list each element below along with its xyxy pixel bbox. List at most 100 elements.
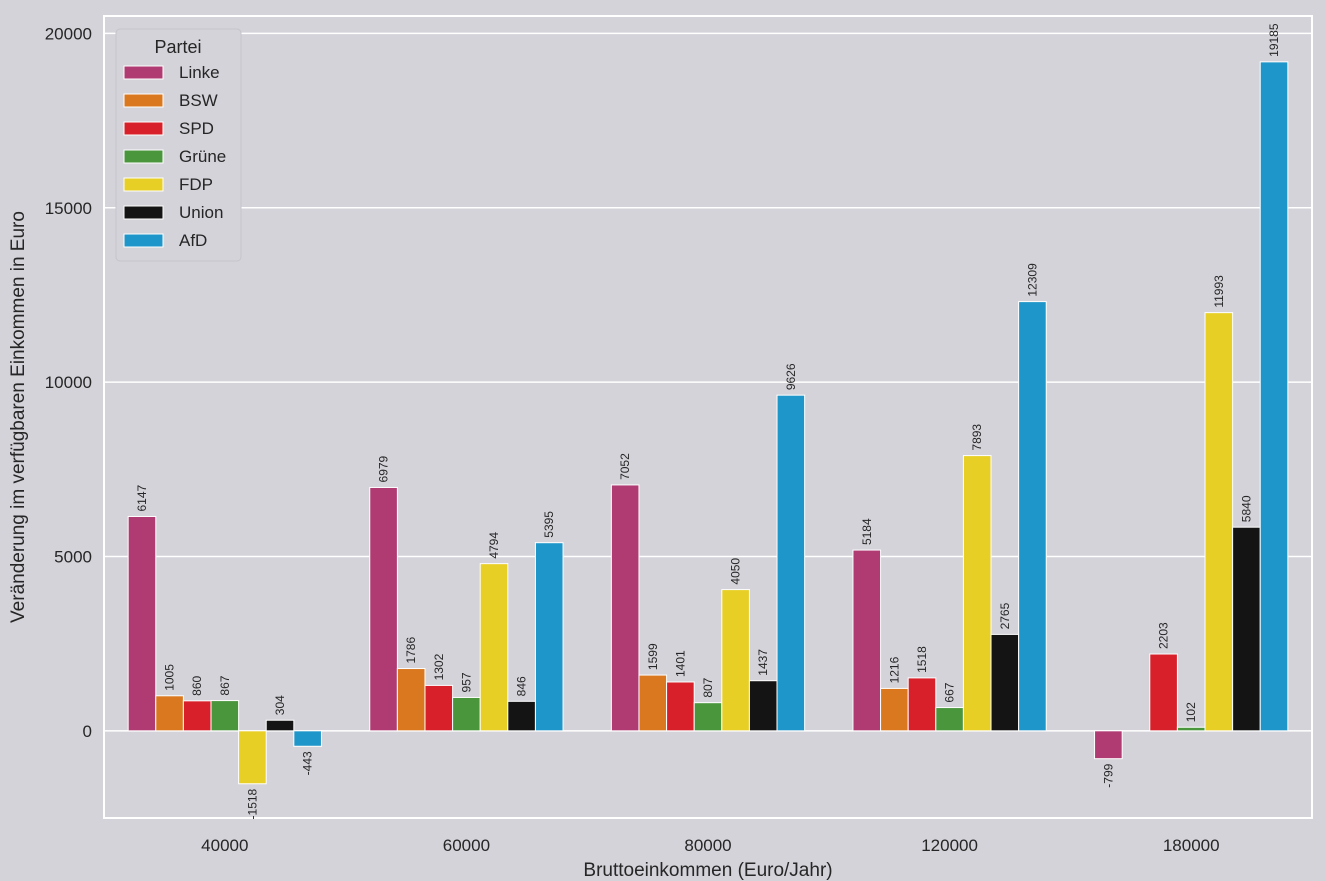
legend-label: Grüne	[179, 147, 226, 166]
y-tick-label: 20000	[45, 24, 92, 43]
legend-swatch	[123, 65, 164, 80]
data-label: 6147	[135, 484, 149, 511]
data-label: 1005	[163, 664, 177, 691]
bar	[265, 719, 295, 732]
bar	[155, 695, 184, 732]
data-label: 1216	[887, 656, 901, 683]
legend-swatch	[123, 93, 164, 108]
bar	[396, 668, 426, 732]
data-label: 957	[459, 672, 473, 692]
y-tick-label: 0	[83, 722, 92, 741]
bar	[748, 680, 778, 732]
bar	[1259, 61, 1289, 732]
bar	[776, 394, 806, 732]
x-tick-label: 60000	[443, 836, 490, 855]
data-label: -799	[1101, 763, 1115, 787]
data-label: 1302	[432, 653, 446, 680]
data-label: 860	[190, 675, 204, 695]
data-label: 102	[1184, 702, 1198, 722]
y-tick-label: 5000	[54, 547, 92, 566]
bar	[666, 681, 695, 732]
bar	[238, 730, 267, 785]
y-axis-title: Veränderung im verfügbaren Einkommen in …	[8, 211, 29, 623]
data-label: 4050	[729, 558, 743, 585]
data-label: 11993	[1212, 275, 1226, 308]
y-tick-label: 15000	[45, 199, 92, 218]
data-label: 807	[701, 677, 715, 697]
bar	[693, 702, 723, 732]
legend-label: FDP	[179, 175, 213, 194]
data-label: -443	[301, 751, 315, 775]
data-label: -1518	[245, 788, 259, 819]
bar	[962, 455, 992, 732]
bar	[1149, 653, 1178, 732]
data-label: 9626	[784, 363, 798, 390]
bar	[880, 687, 909, 732]
legend-swatch	[123, 149, 164, 164]
legend-title: Partei	[154, 37, 201, 57]
bar	[1018, 301, 1047, 732]
x-tick-label: 40000	[201, 836, 248, 855]
bar	[1204, 312, 1234, 732]
data-label: 1786	[404, 637, 418, 664]
bar	[369, 486, 398, 732]
data-label: 2203	[1157, 622, 1171, 649]
data-label: 5395	[542, 511, 556, 538]
legend-box	[115, 28, 242, 262]
x-tick-label: 180000	[1163, 836, 1220, 855]
data-labels: 6147 1005 860 867 -1518 304 -443 6979 1786 1302 95…	[135, 23, 1281, 819]
bar	[1176, 726, 1206, 732]
plot-area	[103, 15, 1313, 819]
legend-label: Linke	[179, 63, 220, 82]
legend-label: SPD	[179, 119, 214, 138]
bar	[182, 700, 212, 732]
x-tick-label: 120000	[921, 836, 978, 855]
x-tick-labels: 40000 60000 80000 120000 180000	[201, 836, 1219, 855]
bar	[852, 549, 882, 732]
legend-label: BSW	[179, 91, 218, 110]
data-label: 1518	[915, 646, 929, 673]
bar	[507, 700, 536, 732]
legend-swatch	[123, 177, 164, 192]
bar	[638, 674, 668, 732]
x-tick-label: 80000	[684, 836, 731, 855]
bar	[721, 589, 750, 732]
legend: Partei Linke BSW SPD Grüne FDP Union AfD	[115, 28, 242, 262]
bar	[907, 677, 937, 732]
data-label: 1401	[673, 650, 687, 677]
bar	[1094, 730, 1123, 760]
legend-swatch	[123, 233, 164, 248]
legend-swatch	[123, 121, 164, 136]
data-label: 1599	[646, 643, 660, 670]
data-label: 6979	[377, 455, 391, 482]
data-label: 667	[943, 682, 957, 702]
legend-swatch	[123, 205, 164, 220]
data-label: 846	[515, 676, 529, 696]
bar	[534, 542, 564, 732]
bar	[424, 684, 454, 732]
data-label: 867	[218, 675, 232, 695]
bar	[479, 563, 509, 732]
data-label: 19185	[1267, 23, 1281, 57]
bar	[452, 696, 481, 732]
legend-label: Union	[179, 203, 223, 222]
data-label: 12309	[1025, 263, 1039, 297]
data-label: 5184	[860, 518, 874, 545]
data-label: 7052	[618, 453, 632, 480]
data-label: 5840	[1239, 495, 1253, 522]
data-label: 2765	[998, 602, 1012, 629]
data-label: 7893	[970, 424, 984, 451]
bar	[127, 515, 157, 732]
y-tick-label: 10000	[45, 373, 92, 392]
legend-items: Linke BSW SPD Grüne FDP Union AfD	[123, 63, 226, 250]
bar	[935, 707, 964, 732]
data-label: 1437	[756, 649, 770, 676]
y-tick-labels: 0 5000 10000 15000 20000	[45, 24, 92, 740]
bars	[127, 61, 1289, 785]
x-axis-title: Bruttoeinkommen (Euro/Jahr)	[583, 860, 832, 881]
legend-label: AfD	[179, 231, 207, 250]
bar	[610, 484, 640, 732]
data-label: 4794	[487, 532, 501, 559]
bar	[990, 633, 1020, 732]
